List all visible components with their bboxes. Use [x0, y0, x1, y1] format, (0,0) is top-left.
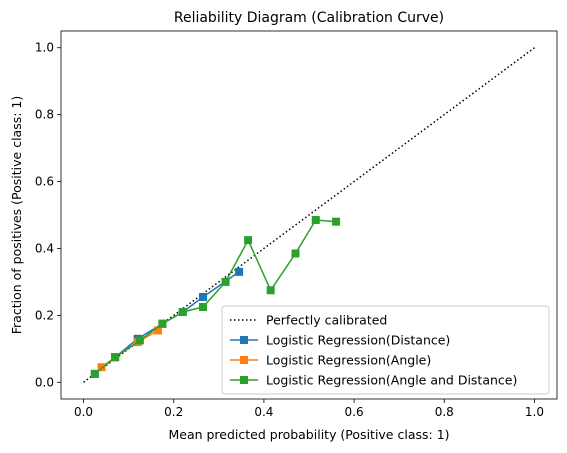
series-point [244, 236, 253, 245]
x-axis-label: Mean predicted probability (Positive cla… [168, 427, 449, 442]
series-point [97, 363, 106, 372]
series-point [266, 286, 275, 295]
legend-swatch-marker [240, 336, 248, 344]
series-point [90, 369, 99, 378]
series-line [94, 219, 337, 375]
legend-swatch-marker [240, 356, 248, 364]
series-point [221, 277, 230, 286]
series-point [178, 308, 187, 317]
series-point [111, 353, 120, 362]
series-point [199, 303, 208, 311]
y-tick-label: 0.0 [35, 375, 54, 389]
legend: Perfectly calibrated Logistic Regression(… [221, 305, 550, 395]
legend-item: Perfectly calibrated [230, 313, 387, 328]
series-point [291, 249, 300, 258]
y-tick-label: 0.6 [35, 175, 54, 189]
chart-title: Reliability Diagram (Calibration Curve) [174, 10, 444, 26]
legend-item: Logistic Regression(Angle) [230, 353, 431, 368]
legend-label: Logistic Regression(Distance) [266, 333, 450, 348]
series-point [311, 216, 320, 225]
legend-label: Logistic Regression(Angle and Distance) [266, 373, 517, 388]
series-point [135, 336, 144, 345]
x-tick-label: 0.2 [164, 405, 183, 419]
legend-item: Logistic Regression(Angle and Distance) [230, 373, 517, 388]
y-tick-label: 1.0 [35, 41, 54, 55]
legend-label: Logistic Regression(Angle) [266, 353, 431, 368]
series-point [153, 326, 162, 335]
legend-label: Perfectly calibrated [266, 313, 387, 328]
x-tick-label: 1.0 [525, 405, 544, 419]
series-point [235, 267, 244, 276]
x-tick-label: 0.6 [345, 405, 364, 419]
x-tick-label: 0.4 [254, 405, 273, 419]
perfectly-calibrated-line [83, 47, 535, 383]
x-axis-ticks: 0.0 0.2 0.4 0.6 0.8 1.0 [74, 399, 544, 419]
y-tick-label: 0.2 [35, 308, 54, 322]
series-point [158, 319, 167, 328]
plot-lines [83, 47, 535, 383]
series-point [199, 292, 208, 301]
series-point [332, 217, 341, 226]
y-tick-label: 0.4 [35, 241, 54, 255]
x-tick-label: 0.8 [435, 405, 454, 419]
x-tick-label: 0.0 [74, 405, 93, 419]
y-axis-ticks: 0.0 0.2 0.4 0.6 0.8 1.0 [35, 41, 61, 389]
series-3 [90, 216, 341, 378]
legend-box [221, 305, 550, 395]
legend-item: Logistic Regression(Distance) [230, 333, 450, 348]
legend-swatch-marker [240, 376, 248, 384]
y-axis-label: Fraction of positives (Positive class: 1… [9, 96, 24, 335]
y-tick-label: 0.8 [35, 108, 54, 122]
